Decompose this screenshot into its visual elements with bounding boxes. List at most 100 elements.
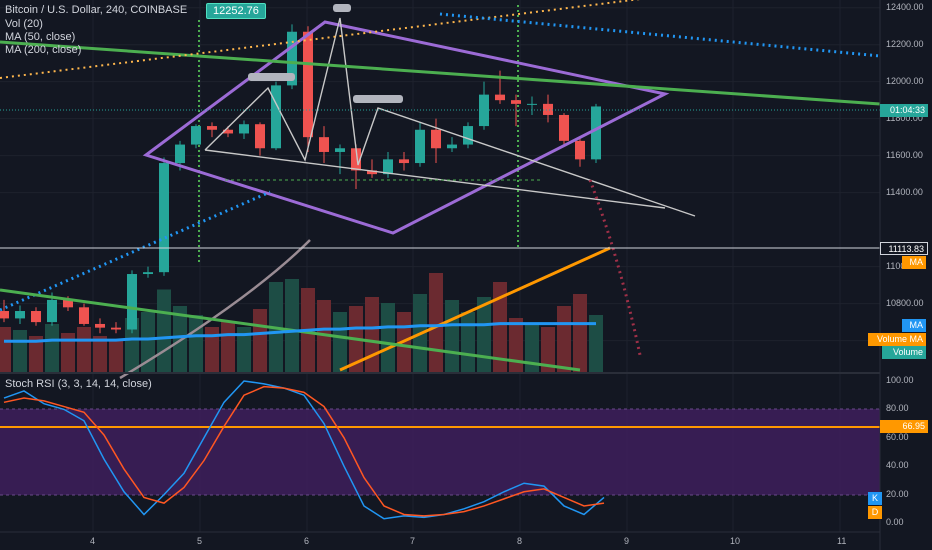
candle bbox=[575, 137, 585, 167]
candle bbox=[303, 26, 313, 152]
candle-body bbox=[175, 144, 185, 164]
dotted-blue-rise bbox=[0, 190, 271, 312]
price-tick-label: 12000.00 bbox=[886, 75, 924, 86]
volume-bar bbox=[285, 279, 299, 372]
candle bbox=[95, 318, 105, 334]
candle bbox=[79, 303, 89, 326]
candle-body bbox=[543, 103, 553, 115]
candle bbox=[543, 94, 553, 123]
time-tick-label: 8 bbox=[517, 536, 523, 546]
volume-bar bbox=[541, 327, 555, 372]
candle bbox=[479, 81, 489, 130]
candle-body bbox=[255, 124, 265, 149]
candle bbox=[143, 266, 153, 278]
volume-bar bbox=[189, 315, 203, 372]
volume-bar bbox=[157, 289, 171, 372]
volume-bar bbox=[381, 303, 395, 372]
candle bbox=[591, 103, 601, 164]
volume-bar bbox=[61, 333, 75, 372]
gray-marker-3 bbox=[333, 4, 351, 12]
gray-marker-1 bbox=[248, 73, 295, 81]
candle-body bbox=[399, 159, 409, 164]
candle bbox=[255, 122, 265, 156]
volume-bar bbox=[365, 297, 379, 372]
neckline bbox=[204, 149, 666, 209]
candle-body bbox=[15, 311, 25, 319]
legend-ma200: MA (200, close) bbox=[5, 44, 82, 56]
candle bbox=[367, 159, 377, 178]
candle bbox=[559, 113, 569, 145]
volume-bar bbox=[205, 327, 219, 372]
time-tick-label: 9 bbox=[624, 536, 630, 546]
stoch-d-tag: D bbox=[868, 506, 882, 519]
stoch-tick-label: 80.00 bbox=[886, 403, 909, 414]
candle-body bbox=[191, 126, 201, 145]
volume-bar bbox=[221, 321, 235, 372]
candle-body bbox=[559, 114, 569, 141]
dotted-orange bbox=[0, 0, 641, 79]
stoch-value-tag: 66.95 bbox=[880, 420, 928, 433]
candle-body bbox=[111, 327, 121, 330]
candle-body bbox=[239, 124, 249, 134]
candle-body bbox=[127, 274, 137, 330]
diamond-pattern bbox=[142, 20, 670, 235]
candle-body bbox=[0, 311, 9, 319]
candle bbox=[415, 122, 425, 167]
stoch-tick-label: 0.00 bbox=[886, 517, 904, 527]
candle-body bbox=[591, 106, 601, 160]
candle bbox=[15, 305, 25, 324]
candle-body bbox=[287, 31, 297, 86]
time-tick-label: 6 bbox=[304, 536, 310, 546]
volume-bar bbox=[557, 306, 571, 372]
stoch-k-line bbox=[3, 380, 605, 520]
candle-body bbox=[447, 144, 457, 149]
volume-ma-line bbox=[4, 322, 596, 343]
volume-bar bbox=[237, 327, 251, 372]
time-tick-label: 4 bbox=[90, 536, 96, 546]
stoch-tick-label: 40.00 bbox=[886, 460, 909, 471]
price-tick-label: 11800.00 bbox=[886, 112, 923, 123]
stoch-k-tag: K bbox=[868, 492, 882, 505]
dotted-blue bbox=[439, 12, 881, 58]
stoch-tick-label: 60.00 bbox=[886, 431, 909, 442]
candle-body bbox=[479, 94, 489, 127]
candlesticks[interactable] bbox=[0, 24, 601, 334]
candle-body bbox=[159, 163, 169, 273]
candle bbox=[463, 122, 473, 149]
candle-body bbox=[319, 137, 329, 152]
candle bbox=[431, 118, 441, 164]
volume-bar bbox=[509, 318, 523, 372]
candle-body bbox=[95, 323, 105, 328]
volume-bar bbox=[253, 309, 267, 372]
candle-body bbox=[303, 31, 313, 138]
legend-stoch: Stoch RSI (3, 3, 14, 14, close) bbox=[5, 378, 152, 390]
volume-bar bbox=[45, 324, 59, 372]
volume-bar bbox=[589, 315, 603, 372]
ma50-line bbox=[0, 40, 881, 106]
price-tick-label: 12400.00 bbox=[886, 1, 924, 12]
trend-drawings[interactable] bbox=[0, 0, 881, 380]
legend-ma50: MA (50, close) bbox=[5, 31, 76, 43]
candle-body bbox=[207, 126, 217, 130]
volume-bar bbox=[493, 282, 507, 372]
candle-body bbox=[575, 140, 585, 160]
inner-pattern-line bbox=[204, 17, 696, 217]
candle-body bbox=[79, 307, 89, 324]
volume-bar bbox=[333, 312, 347, 372]
volume-bar bbox=[461, 312, 475, 372]
volume-bar bbox=[0, 327, 11, 372]
volume-bar bbox=[429, 273, 443, 372]
volume-bar bbox=[445, 300, 459, 372]
candle-body bbox=[463, 126, 473, 145]
candle bbox=[527, 96, 537, 115]
candle-body bbox=[47, 299, 57, 323]
candle-body bbox=[527, 103, 537, 105]
time-tick-label: 5 bbox=[197, 536, 203, 546]
ma-tag: MA bbox=[902, 256, 926, 269]
candle-body bbox=[63, 299, 73, 308]
volume-bar bbox=[141, 312, 155, 372]
stoch-d-line bbox=[3, 385, 605, 517]
candle-body bbox=[511, 100, 521, 104]
volume-bar bbox=[29, 336, 43, 372]
